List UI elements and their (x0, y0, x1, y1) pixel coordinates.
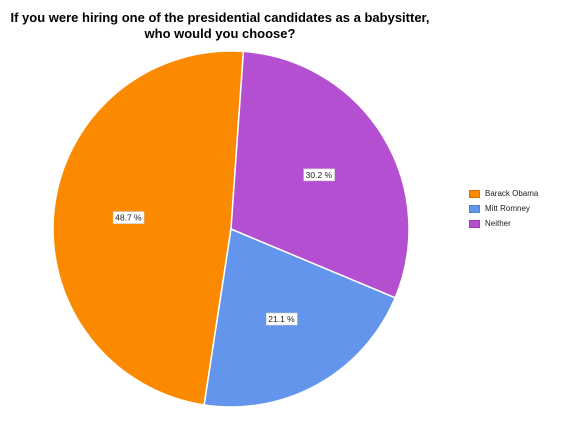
chart-title: If you were hiring one of the presidenti… (0, 10, 440, 42)
data-label-box-neither (303, 168, 335, 182)
data-label-box-barack-obama (112, 211, 145, 224)
pie-slice-mitt-romney (203, 227, 397, 408)
legend-label-neither: Neither (485, 219, 511, 228)
legend-label-mitt-romney: Mitt Romney (485, 204, 530, 213)
legend-swatch-barack-obama (469, 189, 480, 198)
legend-item-barack-obama: Barack Obama (469, 186, 538, 201)
data-label-barack-obama: 48.7 % (112, 211, 145, 224)
chart-title-line-1: If you were hiring one of the presidenti… (10, 10, 430, 25)
data-label-text-neither: 30.2 % (306, 170, 333, 180)
data-label-text-barack-obama: 48.7 % (115, 213, 142, 223)
legend-label-barack-obama: Barack Obama (485, 189, 539, 198)
legend-item-neither: Neither (469, 216, 538, 231)
legend-swatch-mitt-romney (469, 204, 480, 213)
data-label-neither: 30.2 % (303, 168, 335, 182)
data-label-text-mitt-romney: 21.1 % (268, 314, 295, 324)
chart-title-line-2: who would you choose? (144, 26, 296, 41)
data-label-box-mitt-romney (265, 312, 298, 326)
legend-swatch-neither (469, 219, 480, 228)
chart-legend: Barack Obama Mitt Romney Neither (469, 186, 538, 231)
data-label-mitt-romney: 21.1 % (265, 312, 298, 326)
pie-slice-barack-obama (52, 50, 245, 406)
legend-item-mitt-romney: Mitt Romney (469, 201, 538, 216)
